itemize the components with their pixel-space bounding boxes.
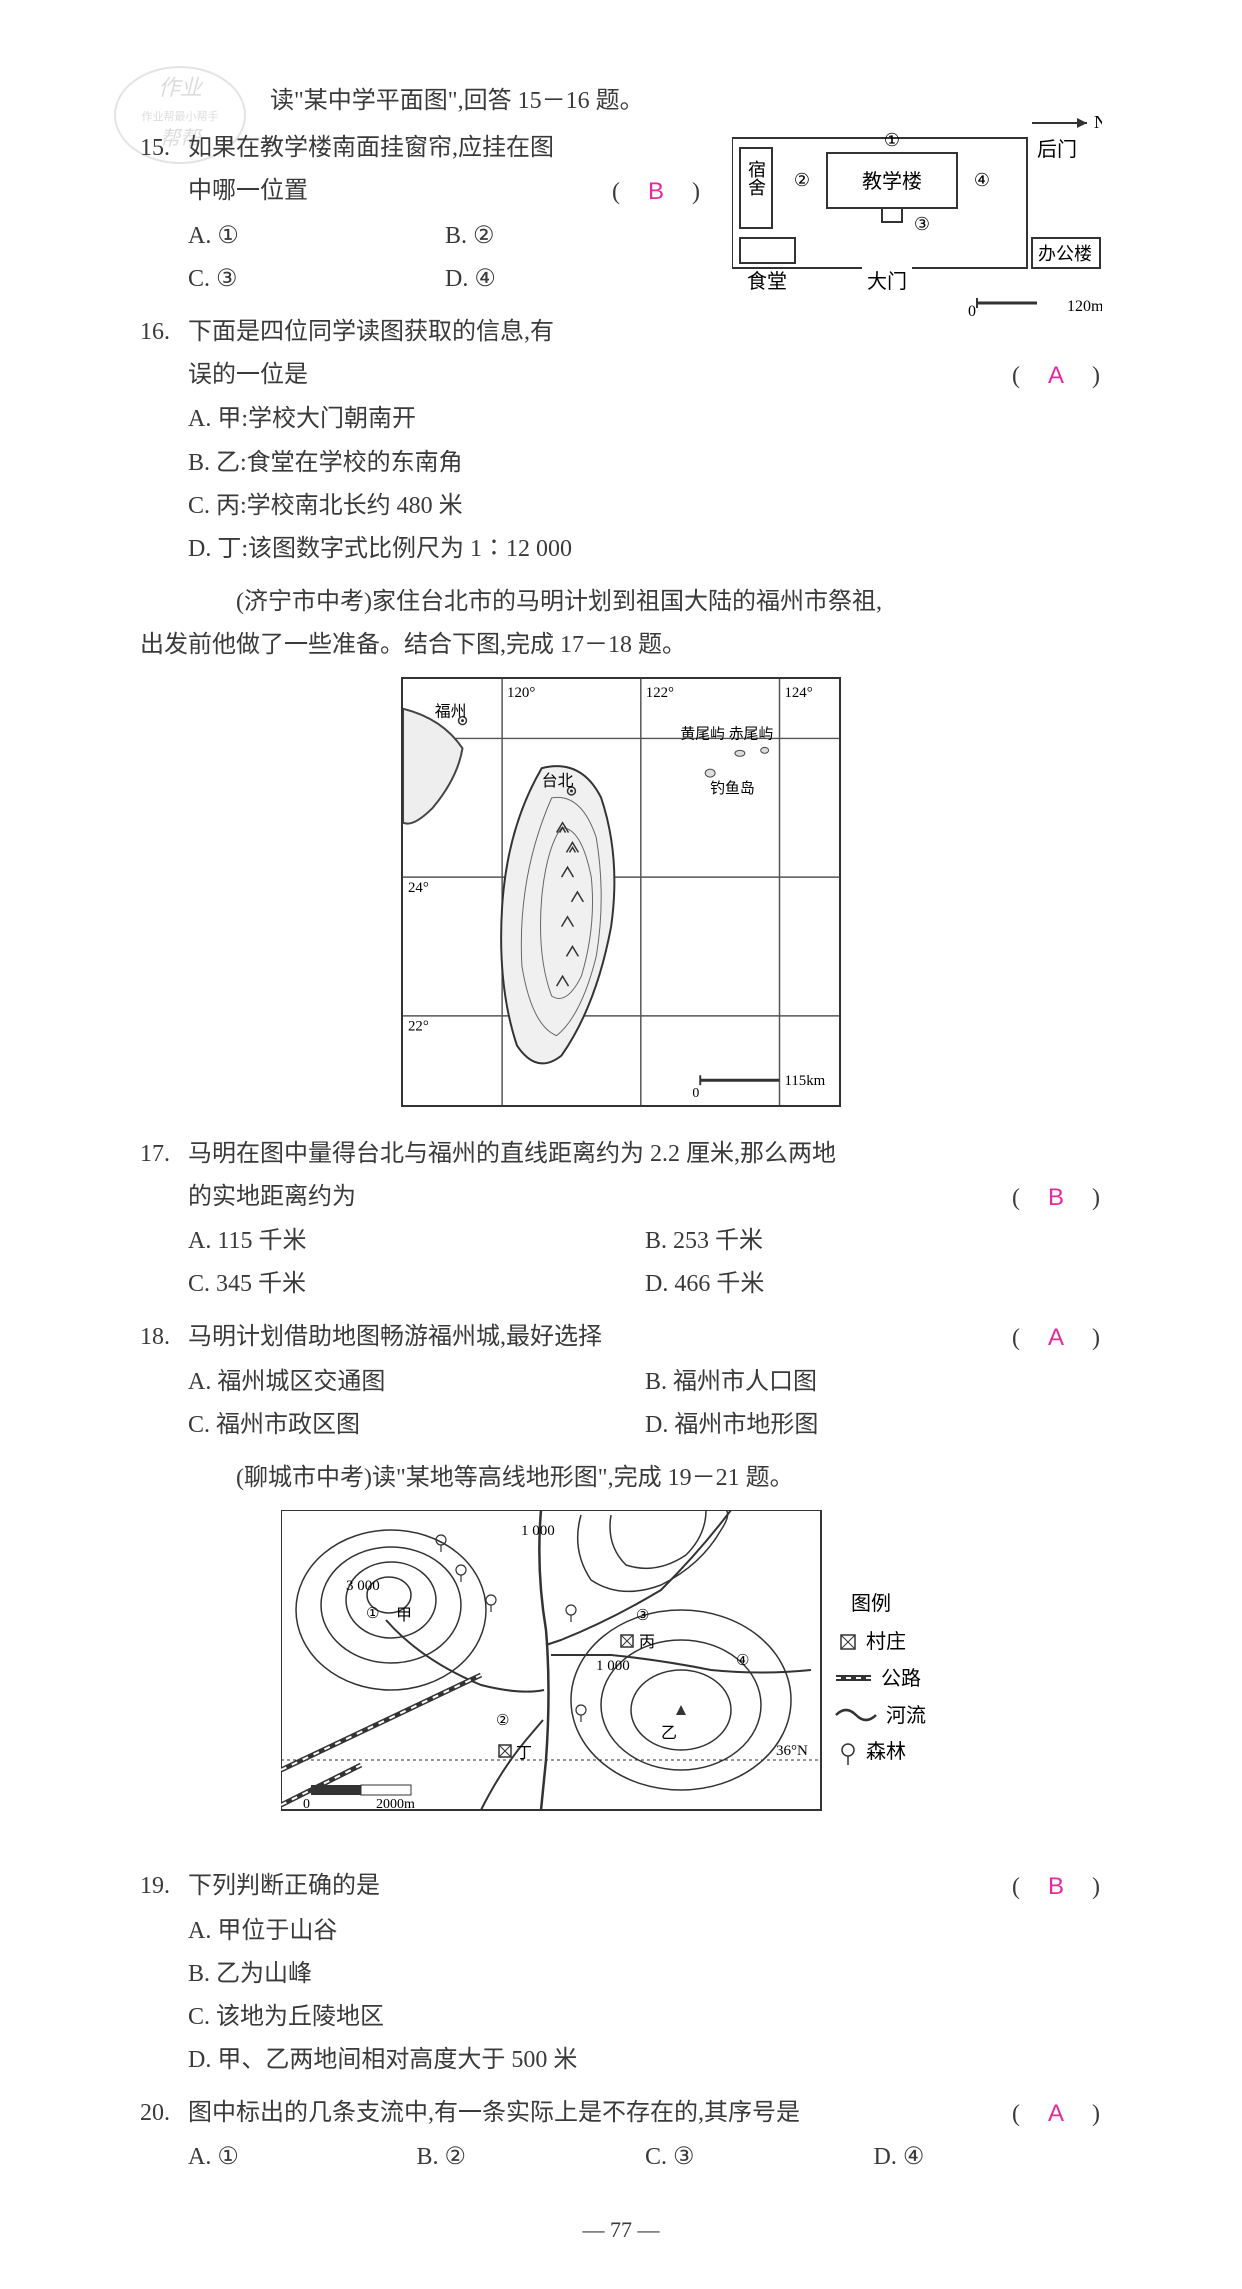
option-d: D. 丁:该图数字式比例尺为 1∶12 000 [188, 528, 1102, 571]
option-b: B. 福州市人口图 [645, 1361, 1102, 1404]
option-b: B. 乙为山峰 [188, 1953, 1102, 1996]
svg-text:甲: 甲 [396, 1607, 412, 1624]
svg-text:黄尾屿 赤尾屿: 黄尾屿 赤尾屿 [680, 726, 773, 743]
answer-paren: ( B ) [1012, 1865, 1102, 1909]
svg-text:0: 0 [692, 1086, 699, 1101]
q-stem-cont: 误的一位是 [188, 354, 992, 398]
taiwan-map: 120° 122° 124° 26° 24° 22° 福州 台北 [401, 677, 841, 1107]
option-c: C. ③ [645, 2136, 874, 2179]
svg-text:②: ② [496, 1713, 509, 1729]
option-a: A. 甲位于山谷 [188, 1910, 1102, 1953]
question-18: 18. 马明计划借助地图畅游福州城,最好选择 ( A ) A. 福州城区交通图 … [140, 1316, 1102, 1447]
question-17: 17. 马明在图中量得台北与福州的直线距离约为 2.2 厘米,那么两地 的实地距… [140, 1133, 1102, 1307]
option-a: A. 甲:学校大门朝南开 [188, 398, 1102, 441]
svg-text:122°: 122° [646, 685, 674, 701]
question-15: 15. 如果在教学楼南面挂窗帘,应挂在图 中哪一位置 ( B ) A. ① B.… [140, 127, 702, 301]
svg-text:乙: 乙 [661, 1725, 677, 1742]
option-b: B. 253 千米 [645, 1220, 1102, 1263]
option-c: C. 丙:学校南北长约 480 米 [188, 485, 1102, 528]
svg-text:22°: 22° [408, 1019, 429, 1035]
svg-text:115km: 115km [784, 1074, 825, 1090]
intro-text-2b: 出发前他做了一些准备。结合下图,完成 17－18 题。 [140, 624, 1102, 667]
q-stem: 下列判断正确的是 [188, 1865, 992, 1908]
option-c: C. 福州市政区图 [188, 1404, 645, 1447]
q-stem: 图中标出的几条支流中,有一条实际上是不存在的,其序号是 [188, 2092, 992, 2135]
option-c: C. 该地为丘陵地区 [188, 1996, 1102, 2039]
q-number: 20. [140, 2092, 188, 2135]
option-a: A. 福州城区交通图 [188, 1361, 645, 1404]
legend-village: 村庄 [866, 1630, 906, 1653]
q-stem-cont: 的实地距离约为 [188, 1176, 992, 1220]
svg-text:福州: 福州 [435, 703, 467, 721]
intro-text-2a: (济宁市中考)家住台北市的马明计划到祖国大陆的福州市祭祖, [188, 581, 1102, 624]
svg-text:1 000: 1 000 [596, 1658, 630, 1674]
svg-text:36°N: 36°N [776, 1743, 808, 1759]
legend-road: 公路 [881, 1667, 921, 1690]
answer-paren: ( B ) [1012, 1176, 1102, 1220]
answer: A [1048, 1324, 1066, 1351]
q-stem: 马明计划借助地图畅游福州城,最好选择 [188, 1316, 992, 1359]
svg-text:钓鱼岛: 钓鱼岛 [710, 779, 755, 797]
question-19: 19. 下列判断正确的是 ( B ) A. 甲位于山谷 B. 乙为山峰 C. 该… [140, 1865, 1102, 2082]
option-c: C. 345 千米 [188, 1263, 645, 1306]
q-stem-cont: 中哪一位置 [188, 170, 592, 214]
option-d: D. ④ [874, 2136, 1103, 2179]
option-d: D. 福州市地形图 [645, 1404, 1102, 1447]
svg-text:0: 0 [303, 1797, 310, 1812]
option-d: D. 甲、乙两地间相对高度大于 500 米 [188, 2039, 1102, 2082]
svg-text:作业帮最小帮手: 作业帮最小帮手 [142, 109, 219, 123]
q-number: 19. [140, 1865, 188, 1908]
answer-paren: ( A ) [1012, 2092, 1102, 2136]
answer: A [1048, 2100, 1066, 2127]
answer: B [648, 178, 666, 205]
svg-text:④: ④ [736, 1653, 749, 1669]
svg-text:图例: 图例 [851, 1592, 891, 1615]
svg-text:丁: 丁 [516, 1745, 532, 1762]
answer-paren: ( A ) [1012, 1316, 1102, 1360]
svg-text:3 000: 3 000 [346, 1578, 380, 1594]
svg-text:124°: 124° [784, 685, 812, 701]
contour-map-figure: 3 000 甲 ① 1 000 乙 1 000 ② ③ ④ 丙 丁 [140, 1510, 1102, 1855]
contour-map: 3 000 甲 ① 1 000 乙 1 000 ② ③ ④ 丙 丁 [281, 1510, 961, 1840]
option-a: A. 115 千米 [188, 1220, 645, 1263]
q-number: 18. [140, 1316, 188, 1359]
svg-text:作业: 作业 [158, 75, 204, 100]
svg-text:24°: 24° [408, 880, 429, 896]
svg-text:0: 0 [968, 303, 976, 318]
svg-text:1 000: 1 000 [521, 1523, 555, 1539]
answer: A [1048, 362, 1066, 389]
q-stem: 如果在教学楼南面挂窗帘,应挂在图 [188, 127, 702, 170]
question-16: 16. 下面是四位同学读图获取的信息,有 误的一位是 ( A ) A. 甲:学校… [140, 311, 1102, 571]
q-number: 17. [140, 1133, 188, 1176]
option-b: B. 乙:食堂在学校的东南角 [188, 442, 1102, 485]
intro-text-3: (聊城市中考)读"某地等高线地形图",完成 19－21 题。 [188, 1457, 1102, 1500]
svg-text:120°: 120° [507, 685, 535, 701]
answer-paren: ( A ) [1012, 354, 1102, 398]
svg-text:丙: 丙 [639, 1634, 655, 1651]
q-number: 16. [140, 311, 188, 354]
answer: B [1048, 1184, 1066, 1211]
page-number: — 77 — [140, 2210, 1102, 2250]
taiwan-map-figure: 120° 122° 124° 26° 24° 22° 福州 台北 [140, 677, 1102, 1122]
svg-text:台北: 台北 [542, 772, 574, 790]
option-a: A. ① [188, 215, 445, 258]
svg-text:2000m: 2000m [376, 1797, 415, 1812]
option-d: D. 466 千米 [645, 1263, 1102, 1306]
option-c: C. ③ [188, 258, 445, 301]
svg-text:③: ③ [636, 1608, 649, 1624]
q-stem: 马明在图中量得台北与福州的直线距离约为 2.2 厘米,那么两地 [188, 1133, 1102, 1176]
q-number: 15. [140, 127, 188, 170]
question-20: 20. 图中标出的几条支流中,有一条实际上是不存在的,其序号是 ( A ) A.… [140, 2092, 1102, 2179]
option-d: D. ④ [445, 258, 702, 301]
option-a: A. ① [188, 2136, 417, 2179]
answer-paren: ( B ) [612, 170, 702, 214]
legend-forest: 森林 [866, 1740, 906, 1763]
option-b: B. ② [417, 2136, 646, 2179]
svg-text:①: ① [366, 1606, 379, 1622]
legend-river: 河流 [886, 1704, 926, 1727]
answer: B [1048, 1873, 1066, 1900]
option-b: B. ② [445, 215, 702, 258]
